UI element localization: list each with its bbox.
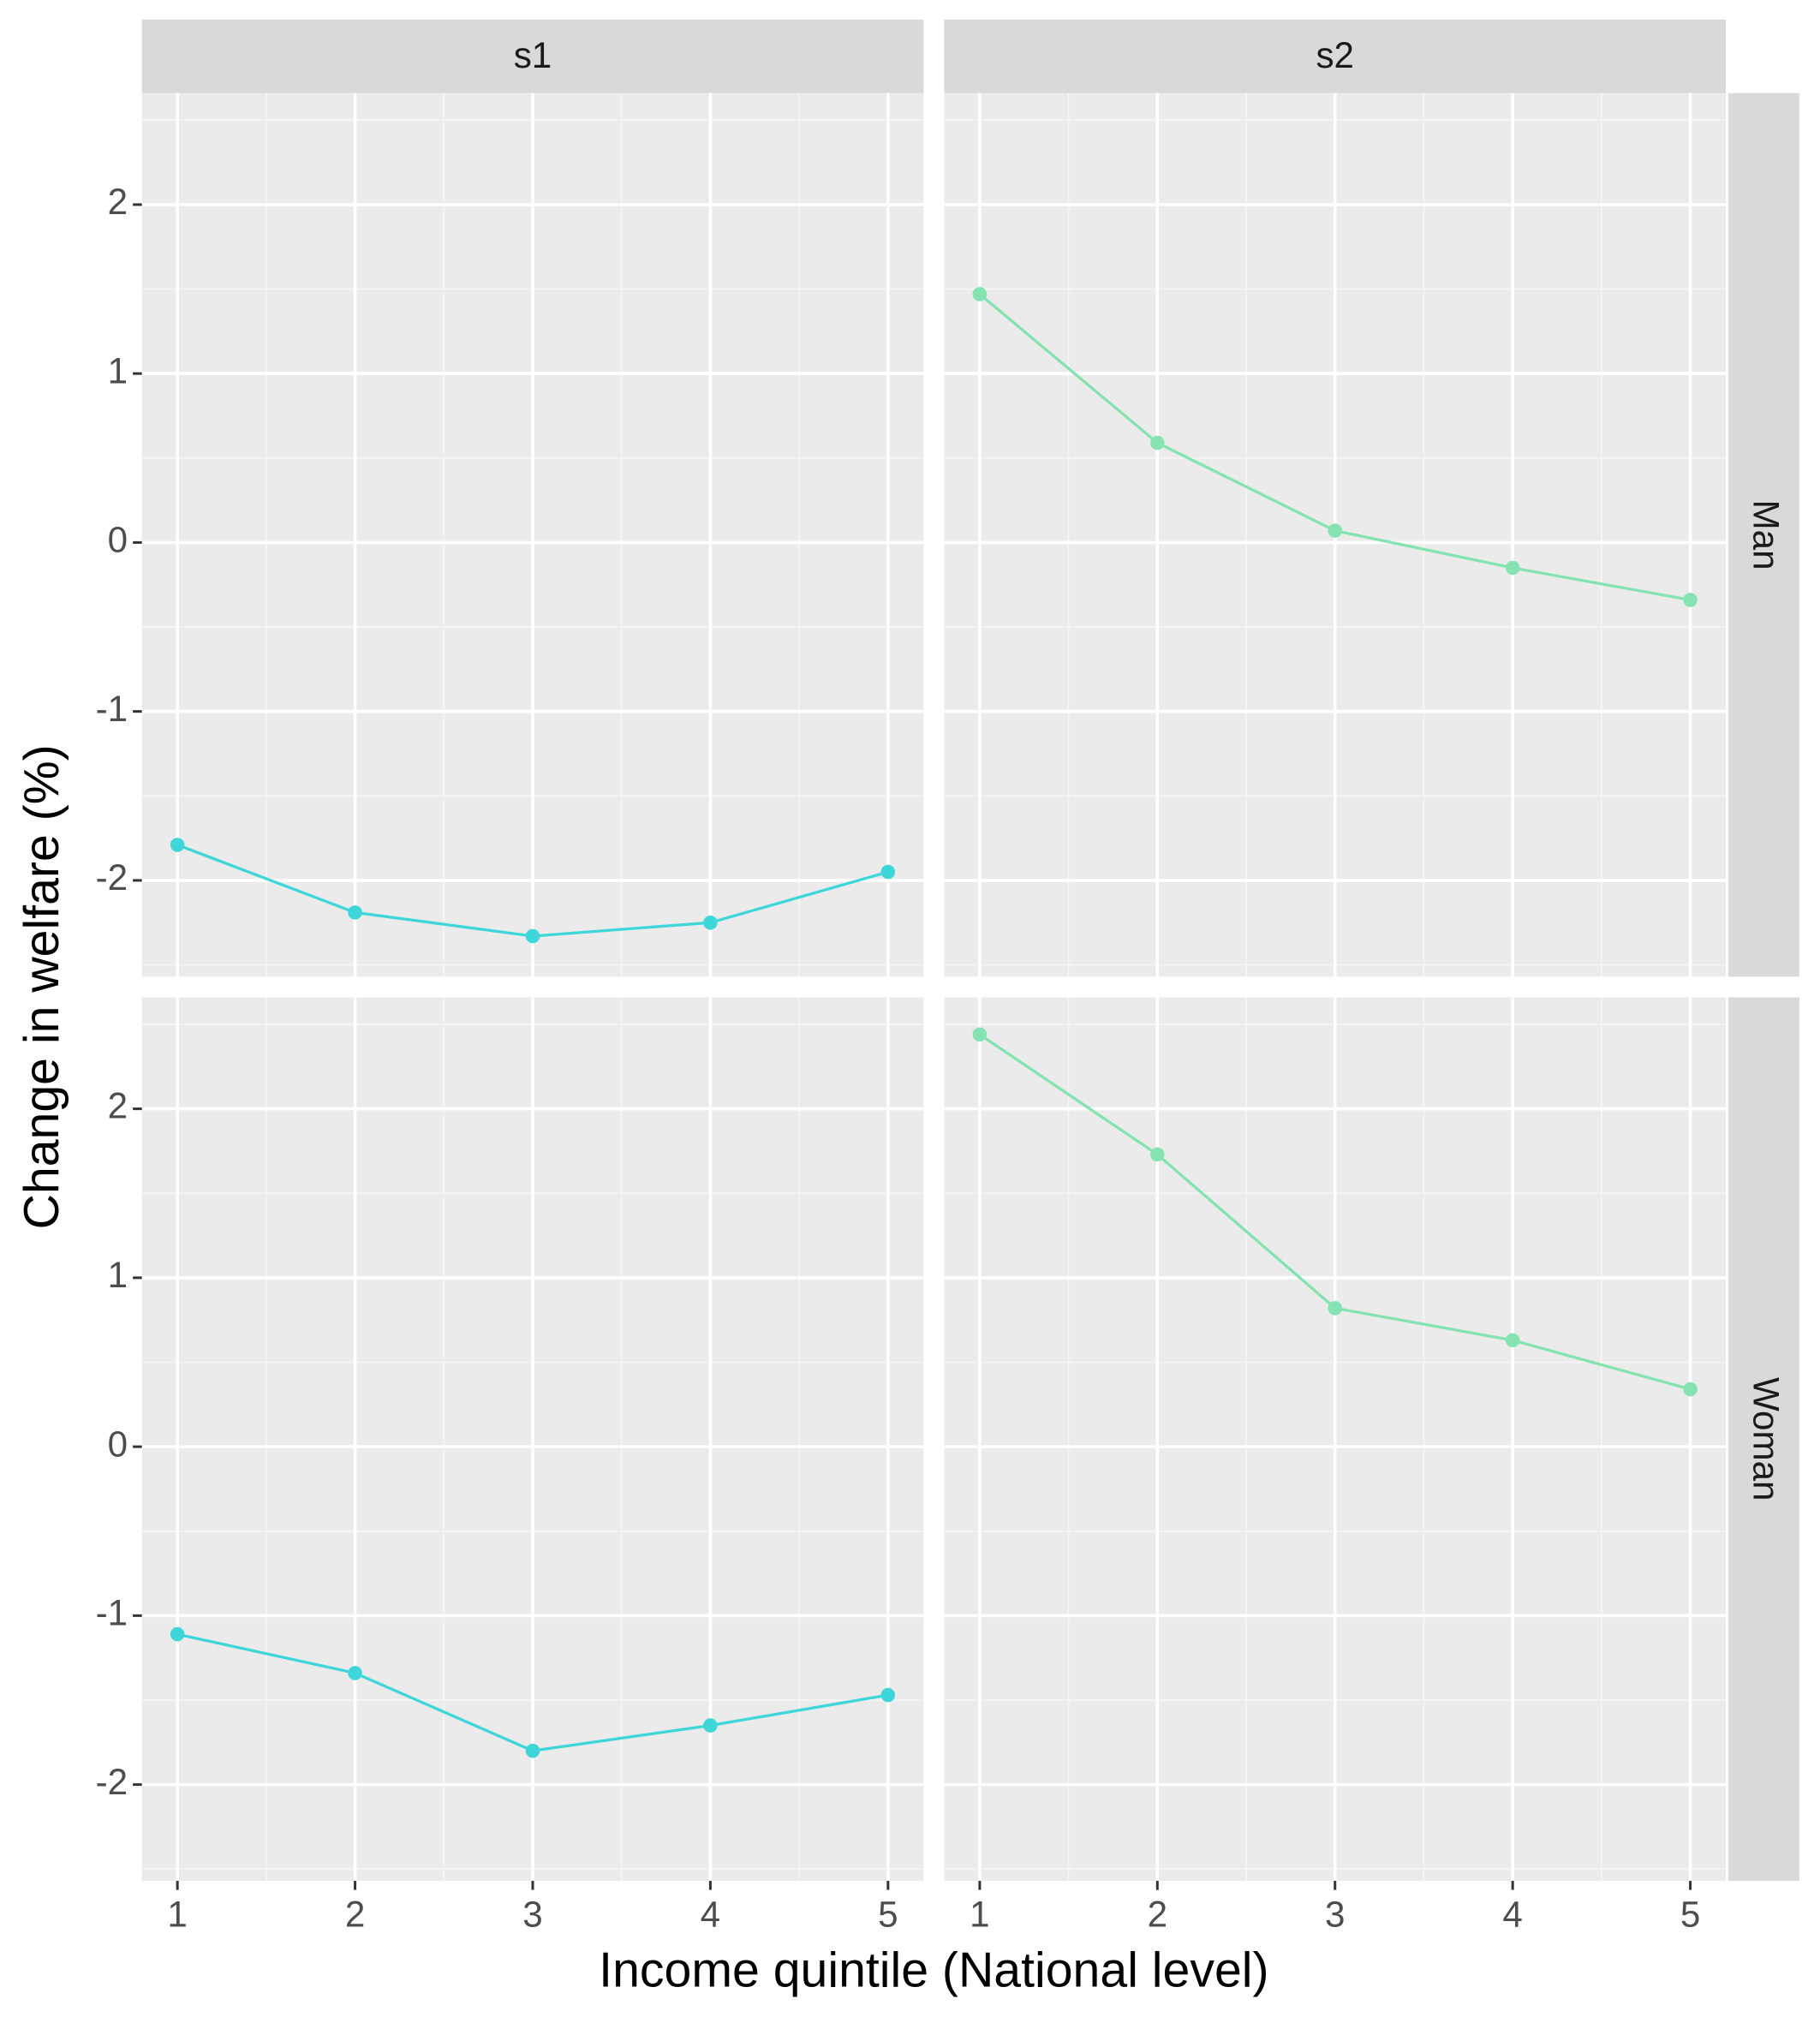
strip-background xyxy=(944,19,1727,93)
x-tick-label: 3 xyxy=(522,1894,542,1934)
data-point xyxy=(1505,560,1520,576)
y-tick-label: 0 xyxy=(108,520,128,560)
row-strip-label: Woman xyxy=(1746,1377,1787,1501)
data-point xyxy=(880,1687,896,1703)
x-axis-title: Income quintile (National level) xyxy=(599,1943,1268,1998)
strip-background xyxy=(141,19,924,93)
strip-background xyxy=(1728,92,1799,977)
data-point xyxy=(972,287,988,301)
y-tick-label: -2 xyxy=(96,857,128,898)
y-tick-label: -1 xyxy=(96,689,128,729)
data-point xyxy=(703,915,718,930)
strip-background xyxy=(1728,997,1799,1882)
x-tick-label: 5 xyxy=(878,1894,898,1934)
data-point xyxy=(703,1718,718,1733)
x-tick-label: 3 xyxy=(1325,1894,1345,1934)
y-tick-label: 0 xyxy=(108,1423,128,1464)
x-tick-label: 4 xyxy=(1502,1894,1522,1934)
data-point xyxy=(348,1666,362,1680)
y-axis-title: Change in welfare (%) xyxy=(15,744,69,1229)
data-point xyxy=(880,864,896,880)
y-tick-label: 2 xyxy=(108,182,128,222)
data-point xyxy=(1505,1333,1520,1348)
data-point xyxy=(1683,1381,1698,1397)
data-point xyxy=(1683,593,1698,607)
x-tick-label: 5 xyxy=(1680,1894,1700,1934)
data-point xyxy=(525,928,540,944)
row-strip-label: Man xyxy=(1746,500,1787,570)
column-strip-label: s2 xyxy=(1316,35,1354,75)
y-tick-label: 2 xyxy=(108,1086,128,1126)
x-tick-label: 4 xyxy=(701,1894,720,1934)
column-strip-label: s1 xyxy=(514,35,552,75)
x-tick-label: 1 xyxy=(167,1894,187,1934)
data-point xyxy=(1150,1147,1165,1162)
y-tick-label: 1 xyxy=(108,1255,128,1295)
data-point xyxy=(972,1027,988,1042)
x-tick-label: 2 xyxy=(1148,1894,1167,1934)
x-tick-label: 1 xyxy=(970,1894,989,1934)
data-point xyxy=(1150,435,1165,451)
data-point xyxy=(170,1626,185,1642)
data-point xyxy=(525,1743,540,1758)
y-tick-label: -1 xyxy=(96,1593,128,1633)
y-tick-label: 1 xyxy=(108,350,128,391)
data-point xyxy=(1328,1301,1343,1316)
data-point xyxy=(170,838,185,852)
data-point xyxy=(348,905,362,920)
data-point xyxy=(1328,523,1343,538)
x-tick-label: 2 xyxy=(345,1894,365,1934)
y-tick-label: -2 xyxy=(96,1762,128,1802)
